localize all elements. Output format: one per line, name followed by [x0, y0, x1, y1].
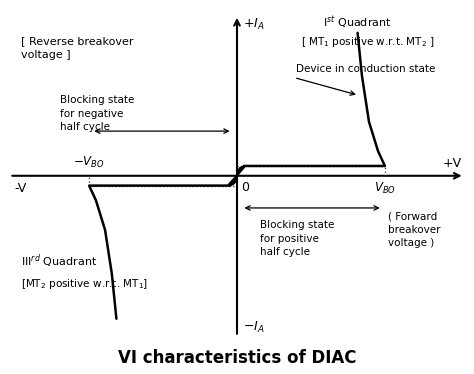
Text: [ Reverse breakover
voltage ]: [ Reverse breakover voltage ] — [21, 36, 133, 61]
Text: 0: 0 — [242, 181, 249, 194]
Text: $V_{BO}$: $V_{BO}$ — [374, 181, 396, 196]
Text: $+I_A$: $+I_A$ — [243, 17, 264, 32]
Text: Device in conduction state: Device in conduction state — [296, 64, 436, 74]
Text: $-V_{BO}$: $-V_{BO}$ — [73, 155, 105, 171]
Text: VI characteristics of DIAC: VI characteristics of DIAC — [118, 349, 356, 367]
Text: -V: -V — [14, 182, 26, 195]
Text: Blocking state
for positive
half cycle: Blocking state for positive half cycle — [260, 220, 334, 257]
Text: Blocking state
for negative
half cycle: Blocking state for negative half cycle — [60, 95, 134, 132]
Text: [ MT$_1$ positive w.r.t. MT$_2$ ]: [ MT$_1$ positive w.r.t. MT$_2$ ] — [301, 35, 435, 49]
Text: [MT$_2$ positive w.r.t. MT$_1$]: [MT$_2$ positive w.r.t. MT$_1$] — [21, 276, 148, 291]
Text: +V: +V — [443, 157, 462, 169]
Text: ( Forward
breakover
voltage ): ( Forward breakover voltage ) — [388, 212, 441, 248]
Text: III$^{rd}$ Quadrant: III$^{rd}$ Quadrant — [21, 252, 97, 270]
Text: $-I_A$: $-I_A$ — [243, 320, 264, 335]
Text: I$^{st}$ Quadrant: I$^{st}$ Quadrant — [323, 15, 392, 31]
